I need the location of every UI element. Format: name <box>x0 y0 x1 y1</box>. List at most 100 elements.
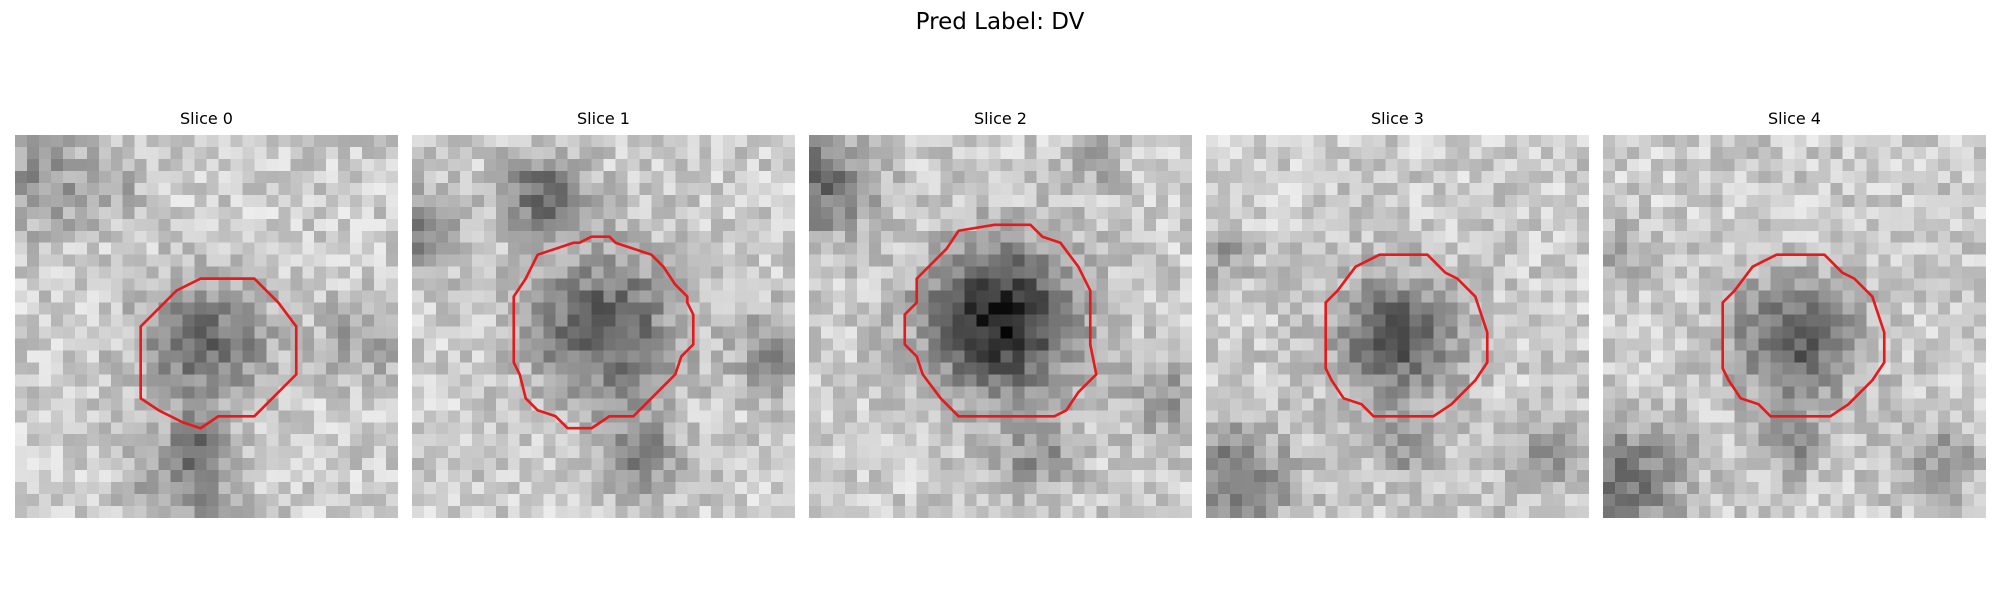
pixel <box>1818 135 1831 148</box>
pixel <box>1168 158 1181 172</box>
pixel <box>976 482 989 495</box>
pixel <box>110 326 123 339</box>
pixel <box>412 254 425 267</box>
pixel <box>1878 398 1891 411</box>
pixel <box>844 170 858 184</box>
pixel <box>759 434 772 447</box>
pixel <box>447 374 461 387</box>
pixel <box>1878 386 1891 399</box>
pixel <box>338 386 351 399</box>
pixel <box>242 146 255 160</box>
pixel <box>1421 422 1434 435</box>
pixel <box>1108 314 1121 327</box>
pixel <box>1914 326 1927 339</box>
pixel <box>1325 278 1338 291</box>
pixel <box>1770 278 1783 291</box>
pixel <box>1024 302 1037 315</box>
pixel <box>1132 398 1145 411</box>
pixel <box>1614 254 1628 267</box>
pixel <box>555 446 568 459</box>
pixel <box>1758 146 1771 160</box>
pixel <box>1349 350 1362 363</box>
pixel <box>892 146 905 160</box>
pixel <box>254 506 267 518</box>
pixel <box>1313 506 1326 518</box>
pixel <box>459 266 473 279</box>
pixel <box>856 482 870 495</box>
pixel <box>1096 434 1109 447</box>
pixel <box>1638 254 1652 267</box>
pixel <box>1048 434 1061 447</box>
pixel <box>747 194 760 208</box>
pixel <box>940 266 953 279</box>
pixel <box>1385 266 1398 279</box>
pixel <box>170 326 183 339</box>
pixel <box>1577 170 1589 184</box>
pixel <box>940 194 953 208</box>
pixel <box>1084 446 1097 459</box>
pixel <box>1698 278 1711 291</box>
pixel <box>916 278 929 291</box>
pixel <box>1505 278 1518 291</box>
pixel <box>531 458 544 471</box>
pixel <box>386 135 398 148</box>
pixel <box>1433 494 1446 507</box>
pixel <box>110 242 123 255</box>
pixel <box>1493 170 1506 184</box>
pixel <box>1603 146 1616 160</box>
pixel <box>1277 170 1291 184</box>
pixel <box>1325 254 1338 267</box>
pixel <box>880 182 894 196</box>
pixel <box>747 506 760 518</box>
pixel <box>687 494 700 507</box>
pixel <box>134 470 147 483</box>
pixel <box>1445 135 1458 148</box>
pixel <box>567 386 580 399</box>
pixel <box>1674 326 1688 339</box>
pixel <box>543 422 556 435</box>
pixel <box>1866 362 1879 375</box>
pixel <box>423 374 437 387</box>
pixel <box>1072 458 1085 471</box>
pixel <box>1313 218 1326 231</box>
pixel <box>435 314 449 327</box>
pixel <box>627 506 640 518</box>
pixel <box>50 242 64 255</box>
pixel <box>543 182 556 196</box>
pixel <box>110 158 123 172</box>
pixel <box>1890 314 1903 327</box>
pixel <box>579 218 592 231</box>
pixel <box>711 302 724 315</box>
pixel <box>1902 278 1915 291</box>
pixel <box>880 146 894 160</box>
pixel <box>1060 494 1073 507</box>
pixel <box>412 362 425 375</box>
pixel <box>1686 230 1699 243</box>
pixel <box>1614 362 1628 375</box>
pixel <box>1469 182 1482 196</box>
pixel <box>1156 206 1169 220</box>
pixel <box>771 350 784 363</box>
pixel <box>447 170 461 184</box>
pixel <box>1229 422 1243 435</box>
pixel <box>362 350 375 363</box>
pixel <box>1529 290 1542 303</box>
pixel <box>567 146 580 160</box>
pixel <box>675 506 688 518</box>
pixel <box>74 194 88 208</box>
pixel <box>783 482 795 495</box>
pixel <box>338 446 351 459</box>
pixel <box>964 338 977 351</box>
pixel <box>1938 206 1951 220</box>
pixel <box>1517 470 1530 483</box>
pixel <box>699 230 712 243</box>
pixel <box>1457 338 1470 351</box>
pixel <box>1313 278 1326 291</box>
pixel <box>1638 278 1652 291</box>
pixel <box>1529 182 1542 196</box>
pixel <box>1710 194 1723 208</box>
pixel <box>1180 290 1192 303</box>
pixel <box>1746 158 1759 172</box>
pixel <box>880 446 894 459</box>
pixel <box>868 362 882 375</box>
